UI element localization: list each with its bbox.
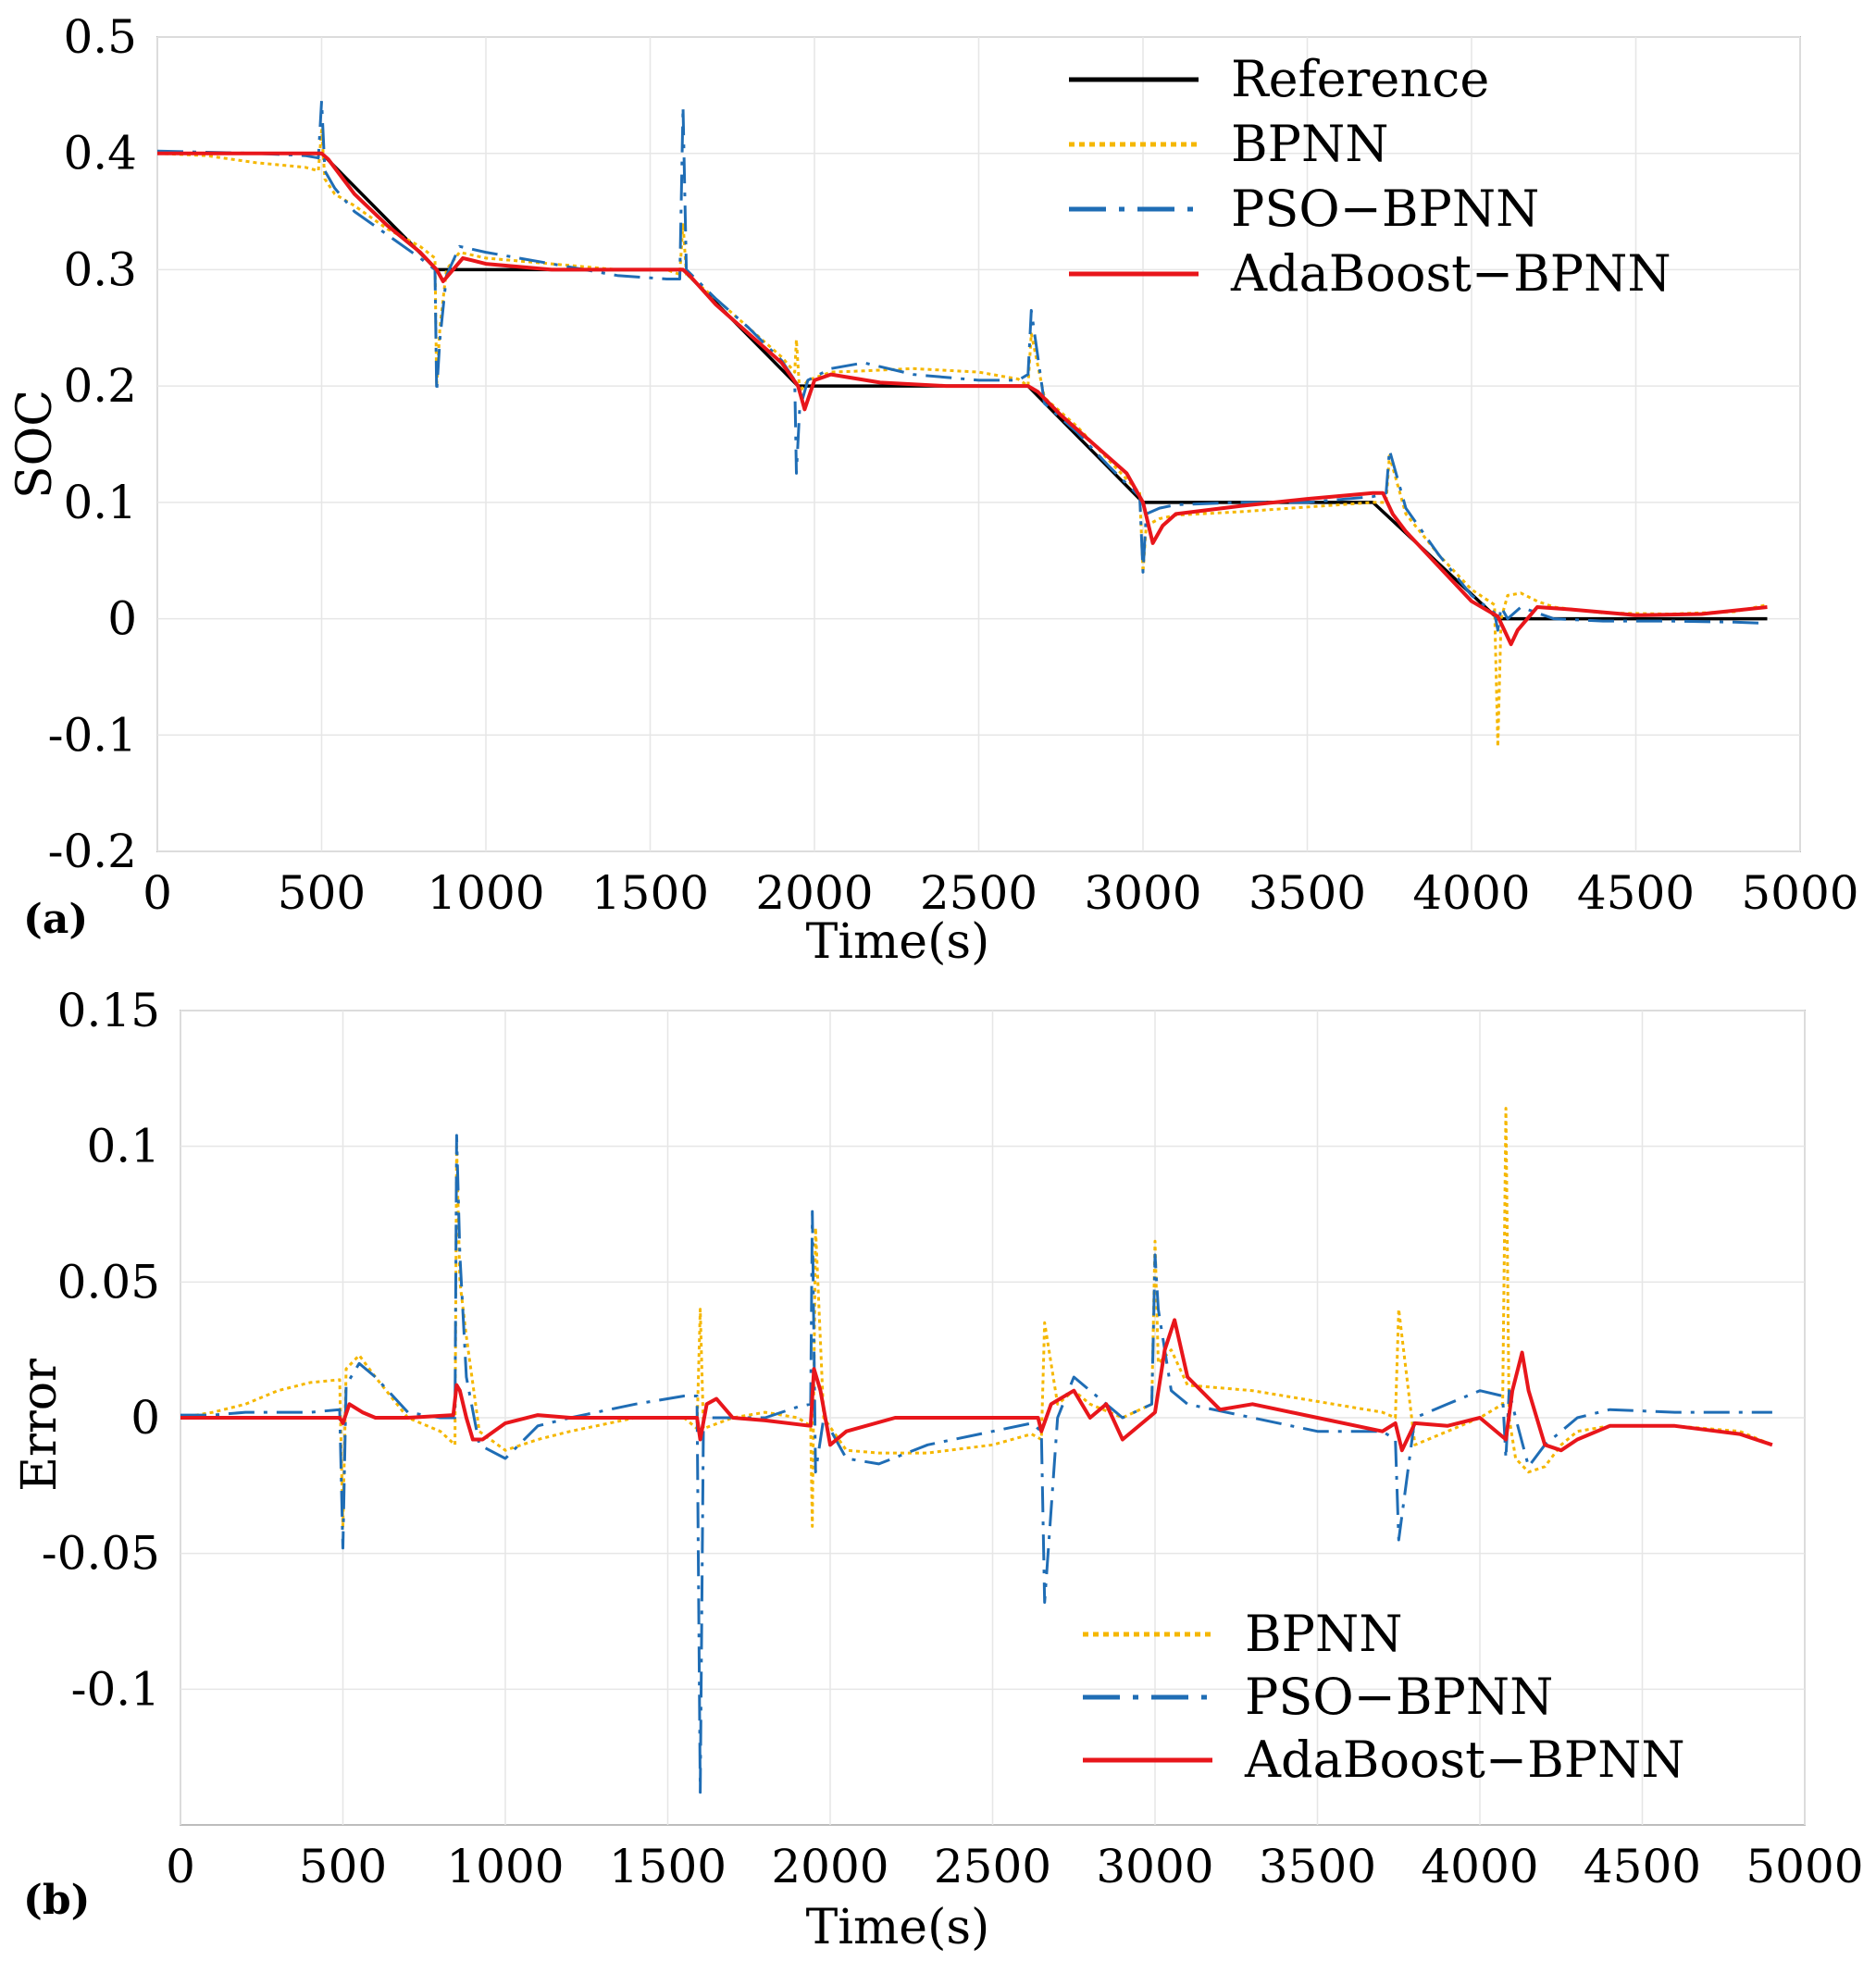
y-tick-label: 0.3 — [63, 242, 137, 296]
panel-b-x-ticks: 0 500 1000 1500 2000 2500 3000 3500 4000 4500 5000 — [166, 1840, 1864, 1893]
series-pso-bpnn-line — [157, 99, 1768, 632]
panel-a-label: (a) — [23, 896, 88, 943]
x-tick-label: 4000 — [1421, 1840, 1538, 1893]
y-tick-label: -0.05 — [42, 1527, 160, 1581]
x-tick-label: 2500 — [920, 866, 1037, 920]
legend-label-adaboost-bpnn: AdaBoost−BPNN — [1230, 244, 1671, 303]
x-tick-label: 1000 — [427, 866, 544, 920]
x-tick-label: 4500 — [1577, 866, 1695, 920]
x-tick-label: 5000 — [1741, 866, 1858, 920]
series-adaboost-bpnn-line — [157, 151, 1768, 647]
y-tick-label: 0.1 — [63, 476, 137, 529]
x-tick-label: 1500 — [591, 866, 709, 920]
panel-b-series — [180, 1107, 1773, 1794]
legend-label-bpnn: BPNN — [1231, 115, 1389, 173]
panel-b-y-axis-label: Error — [12, 1359, 68, 1492]
panel-a-legend: Reference BPNN PSO−BPNN AdaBoost−BPNN — [1069, 50, 1671, 303]
x-tick-label: 3500 — [1259, 1840, 1376, 1893]
series-adaboost-bpnn-line — [180, 1318, 1773, 1453]
y-tick-label: 0.2 — [63, 359, 137, 413]
legend-label-bpnn: BPNN — [1245, 1605, 1403, 1663]
legend-label-pso-bpnn: PSO−BPNN — [1245, 1668, 1553, 1726]
panel-a-x-ticks: 0 500 1000 1500 2000 2500 3000 3500 4000 4500 5000 — [143, 866, 1859, 920]
x-tick-label: 0 — [166, 1840, 195, 1893]
series-bpnn-line — [157, 129, 1768, 749]
panel-a-series — [157, 99, 1768, 749]
legend-label-reference: Reference — [1231, 50, 1489, 108]
y-tick-label: 0.05 — [57, 1255, 160, 1309]
x-tick-label: 3500 — [1249, 866, 1366, 920]
x-tick-label: 1000 — [446, 1840, 564, 1893]
panel-a-soc-chart: 0.5 0.4 0.3 0.2 0.1 0 -0.1 -0.2 0 500 1000 1500 200… — [7, 10, 1859, 970]
series-pso-bpnn-line — [180, 1134, 1772, 1794]
panel-a-y-ticks: 0.5 0.4 0.3 0.2 0.1 0 -0.1 -0.2 — [48, 10, 137, 878]
panel-a-y-axis-label: SOC — [7, 390, 63, 499]
legend-label-pso-bpnn: PSO−BPNN — [1231, 180, 1539, 238]
x-tick-label: 2000 — [771, 1840, 888, 1893]
y-tick-label: 0.15 — [57, 984, 160, 1037]
x-tick-label: 1500 — [609, 1840, 727, 1893]
x-tick-label: 3000 — [1084, 866, 1201, 920]
y-tick-label: 0.5 — [63, 10, 137, 64]
y-tick-label: -0.1 — [71, 1662, 160, 1716]
y-tick-label: 0 — [130, 1391, 160, 1445]
x-tick-label: 500 — [278, 866, 366, 920]
y-tick-label: -0.1 — [48, 708, 137, 762]
y-tick-label: -0.2 — [48, 825, 137, 878]
panel-b-y-ticks: 0.15 0.1 0.05 0 -0.05 -0.1 — [42, 984, 160, 1716]
y-tick-label: 0 — [107, 592, 137, 646]
x-tick-label: 0 — [143, 866, 172, 920]
panel-b-x-axis-label: Time(s) — [806, 1900, 990, 1955]
x-tick-label: 2000 — [755, 866, 873, 920]
panel-a-x-axis-label: Time(s) — [806, 914, 990, 970]
x-tick-label: 500 — [299, 1840, 387, 1893]
panel-b-label: (b) — [23, 1877, 90, 1924]
panel-b-error-chart: 0.15 0.1 0.05 0 -0.05 -0.1 0 500 1000 1500 2000 25… — [12, 984, 1864, 1955]
panel-a-grid — [156, 36, 1801, 852]
x-tick-label: 2500 — [934, 1840, 1051, 1893]
y-tick-label: 0.4 — [63, 127, 137, 180]
x-tick-label: 4500 — [1584, 1840, 1701, 1893]
legend-label-adaboost-bpnn: AdaBoost−BPNN — [1244, 1731, 1685, 1789]
series-bpnn-line — [180, 1107, 1773, 1528]
x-tick-label: 5000 — [1746, 1840, 1863, 1893]
x-tick-label: 3000 — [1096, 1840, 1213, 1893]
y-tick-label: 0.1 — [86, 1120, 160, 1173]
x-tick-label: 4000 — [1412, 866, 1530, 920]
